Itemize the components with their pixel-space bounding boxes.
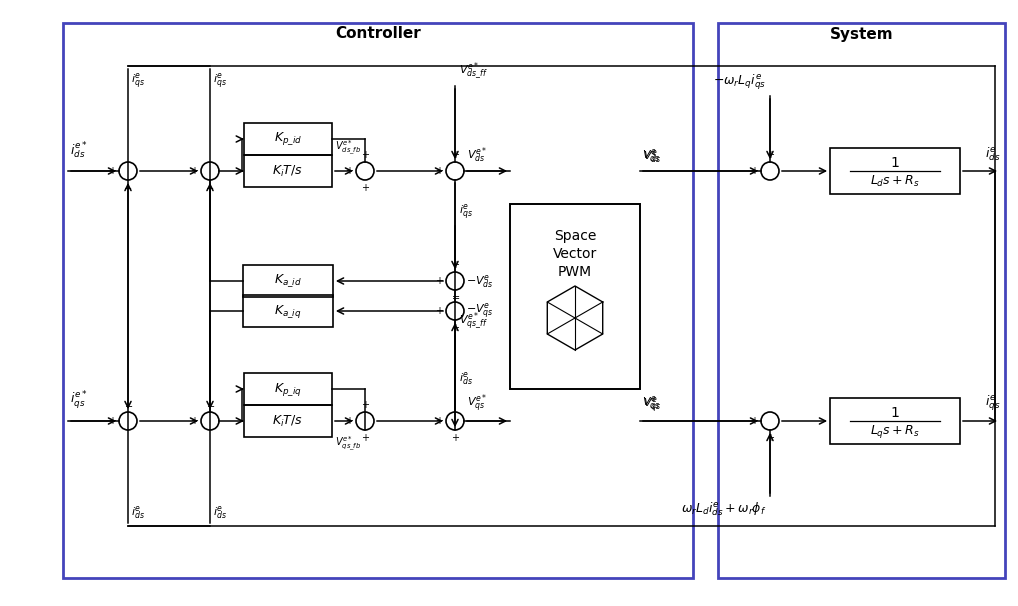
Text: $V_{qs\_fb}^{e*}$: $V_{qs\_fb}^{e*}$	[335, 435, 361, 453]
Text: $+$: $+$	[435, 415, 444, 425]
Text: $- V_{ds}^{e}$: $- V_{ds}^{e}$	[466, 273, 494, 290]
Text: $+$: $+$	[452, 322, 460, 333]
Text: $+$: $+$	[108, 415, 117, 425]
Text: Vector: Vector	[553, 247, 598, 261]
Text: $V_{ds}^{e}$: $V_{ds}^{e}$	[642, 147, 661, 164]
Bar	[510, 204, 640, 388]
Text: $-$: $-$	[206, 182, 215, 192]
Bar	[244, 123, 332, 155]
Bar	[244, 373, 332, 405]
Text: $-$: $-$	[123, 182, 132, 192]
Text: $+$: $+$	[108, 164, 117, 176]
Bar	[243, 265, 333, 297]
Text: Controller: Controller	[335, 27, 420, 41]
Text: $i_{qs}^{e}$: $i_{qs}^{e}$	[984, 394, 1000, 413]
Text: $V_{qs}^{e}$: $V_{qs}^{e}$	[642, 395, 661, 414]
Text: $-$: $-$	[207, 400, 216, 410]
Text: $- V_{qs}^{e}$: $- V_{qs}^{e}$	[466, 301, 494, 321]
Text: $L_qs+R_s$: $L_qs+R_s$	[870, 422, 920, 439]
Bar	[244, 155, 332, 187]
Text: $V_{qs}^{e}$: $V_{qs}^{e}$	[643, 395, 662, 415]
Text: $K_{p\_id}$: $K_{p\_id}$	[274, 130, 302, 147]
Text: $V_{ds\_ff}^{e*}$: $V_{ds\_ff}^{e*}$	[459, 61, 488, 82]
Text: Space: Space	[554, 229, 597, 243]
Text: System: System	[831, 27, 894, 41]
Text: $+$: $+$	[361, 182, 371, 193]
Bar	[830, 148, 960, 194]
Text: $-\omega_r L_q i_{qs}^e$: $-\omega_r L_q i_{qs}^e$	[713, 73, 766, 92]
Text: $+$: $+$	[452, 259, 460, 270]
Text: $i_{ds}^{e}$: $i_{ds}^{e}$	[213, 504, 227, 521]
Text: $+$: $+$	[750, 415, 759, 425]
Text: $+$: $+$	[190, 164, 199, 176]
Bar	[243, 295, 333, 327]
Text: $+$: $+$	[361, 399, 371, 410]
Bar	[718, 23, 1005, 578]
Bar	[244, 405, 332, 437]
Bar	[63, 23, 693, 578]
Text: $1$: $1$	[890, 156, 900, 170]
Text: $+$: $+$	[190, 415, 199, 425]
Text: $i_{qs}^{e}$: $i_{qs}^{e}$	[131, 71, 145, 91]
Text: $+$: $+$	[361, 149, 371, 160]
Text: $i_{qs}^{e*}$: $i_{qs}^{e*}$	[70, 389, 88, 411]
Bar	[830, 398, 960, 444]
Text: $i_{qs}^{e}$: $i_{qs}^{e}$	[459, 202, 473, 222]
Text: $-$: $-$	[451, 292, 460, 302]
Text: $+$: $+$	[435, 164, 444, 176]
Text: $-$: $-$	[124, 400, 133, 410]
Text: $1$: $1$	[890, 406, 900, 420]
Text: $+$: $+$	[767, 432, 776, 443]
Text: $+$: $+$	[750, 164, 759, 176]
Text: $i_{qs}^{e}$: $i_{qs}^{e}$	[213, 71, 227, 91]
Text: $\omega_r L_d i_{ds}^e + \omega_r \phi_f$: $\omega_r L_d i_{ds}^e + \omega_r \phi_f…	[681, 500, 766, 518]
Text: $+$: $+$	[345, 164, 354, 176]
Text: $+$: $+$	[452, 432, 460, 443]
Text: $V_{ds}^{e*}$: $V_{ds}^{e*}$	[467, 145, 488, 165]
Text: $K_iT/s$: $K_iT/s$	[273, 413, 303, 428]
Text: $i_{ds}^{e}$: $i_{ds}^{e}$	[459, 370, 473, 387]
Text: $V_{qs\_ff}^{e*}$: $V_{qs\_ff}^{e*}$	[459, 310, 488, 332]
Text: $K_{a\_id}$: $K_{a\_id}$	[274, 273, 302, 290]
Text: $+$: $+$	[452, 149, 460, 160]
Text: $+$: $+$	[435, 304, 444, 316]
Text: $+$: $+$	[767, 149, 776, 160]
Text: $K_{a\_iq}$: $K_{a\_iq}$	[274, 302, 301, 319]
Text: $V_{ds}^{e}$: $V_{ds}^{e}$	[643, 148, 662, 165]
Text: $V_{ds\_fb}^{e*}$: $V_{ds\_fb}^{e*}$	[335, 139, 361, 157]
Text: $+$: $+$	[435, 275, 444, 285]
Text: $+$: $+$	[345, 415, 354, 425]
Text: PWM: PWM	[558, 265, 592, 279]
Text: $V_{qs}^{e*}$: $V_{qs}^{e*}$	[467, 393, 488, 415]
Text: $-$: $-$	[451, 290, 460, 300]
Text: $K_iT/s$: $K_iT/s$	[273, 164, 303, 179]
Text: $i_{ds}^{e}$: $i_{ds}^{e}$	[984, 145, 1000, 163]
Text: $L_ds+R_s$: $L_ds+R_s$	[870, 173, 920, 188]
Text: $+$: $+$	[361, 432, 371, 443]
Text: $i_{ds}^{e}$: $i_{ds}^{e}$	[131, 504, 145, 521]
Text: $K_{p\_iq}$: $K_{p\_iq}$	[274, 381, 302, 398]
Text: $i_{ds}^{e*}$: $i_{ds}^{e*}$	[70, 141, 88, 161]
